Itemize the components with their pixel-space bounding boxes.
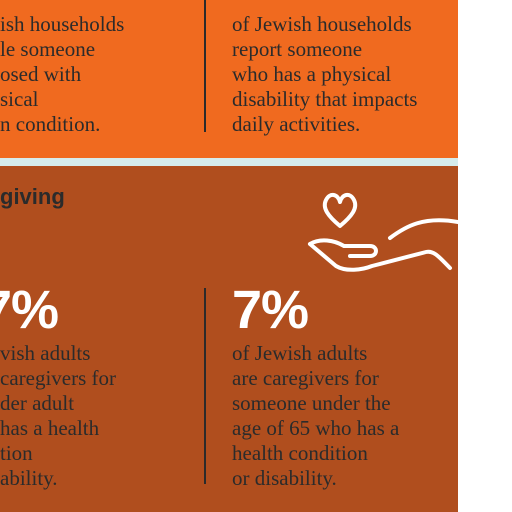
bottom-right-percentage: 7% <box>232 280 309 340</box>
bottom-left-percentage: 7% <box>0 280 59 340</box>
top-left-stat-text: ish households le someone osed with sica… <box>0 12 125 136</box>
section-separator <box>0 158 458 166</box>
top-right-stat-text: of Jewish households report someone who … <box>232 12 418 136</box>
page-margin <box>458 0 512 512</box>
section-title: giving <box>0 184 65 209</box>
top-stats-panel: ish households le someone osed with sica… <box>0 0 458 158</box>
heart-in-hand-icon <box>308 193 458 272</box>
bottom-column-divider <box>204 288 206 484</box>
bottom-left-stat-text: vish adults caregivers for der adult has… <box>0 341 117 490</box>
caregiving-panel <box>0 166 458 512</box>
top-column-divider <box>204 0 206 132</box>
bottom-right-stat-text: of Jewish adults are caregivers for some… <box>232 341 400 490</box>
